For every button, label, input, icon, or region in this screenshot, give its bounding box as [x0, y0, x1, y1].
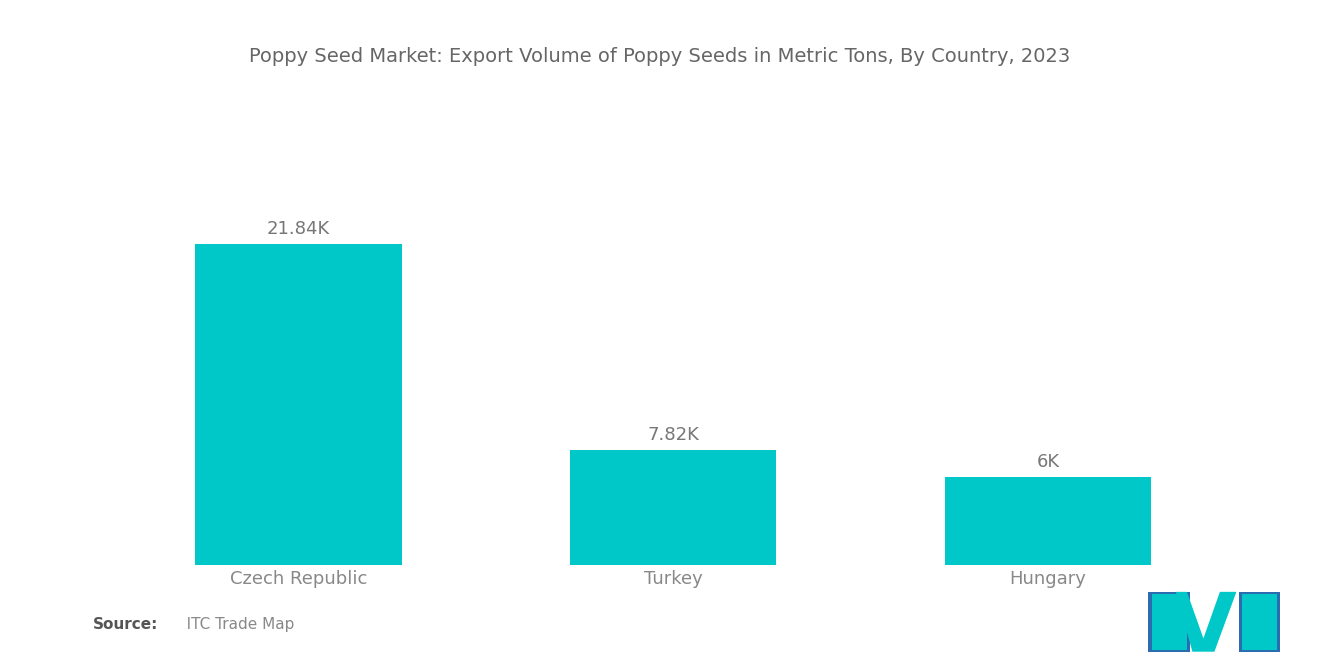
Polygon shape: [1238, 592, 1280, 652]
Polygon shape: [1176, 592, 1237, 652]
Text: Poppy Seed Market: Export Volume of Poppy Seeds in Metric Tons, By Country, 2023: Poppy Seed Market: Export Volume of Popp…: [249, 47, 1071, 66]
Bar: [570, 450, 776, 565]
Text: Source:: Source:: [92, 616, 158, 632]
Bar: [195, 243, 401, 565]
Bar: [945, 477, 1151, 565]
Polygon shape: [1148, 592, 1191, 652]
Text: 7.82K: 7.82K: [647, 426, 700, 444]
Text: 21.84K: 21.84K: [267, 219, 330, 238]
Polygon shape: [1242, 594, 1276, 650]
Text: 6K: 6K: [1036, 453, 1060, 471]
Text: ITC Trade Map: ITC Trade Map: [172, 616, 294, 632]
Polygon shape: [1151, 594, 1187, 650]
